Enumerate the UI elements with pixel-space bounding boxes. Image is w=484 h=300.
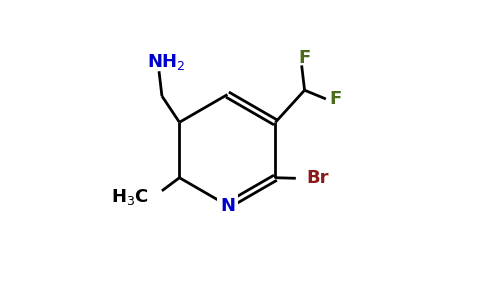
Text: N: N bbox=[220, 197, 235, 215]
Text: F: F bbox=[330, 90, 342, 108]
Text: H$_3$C: H$_3$C bbox=[111, 187, 149, 207]
Text: NH$_2$: NH$_2$ bbox=[147, 52, 185, 73]
Text: Br: Br bbox=[306, 169, 329, 187]
Text: F: F bbox=[299, 49, 311, 67]
